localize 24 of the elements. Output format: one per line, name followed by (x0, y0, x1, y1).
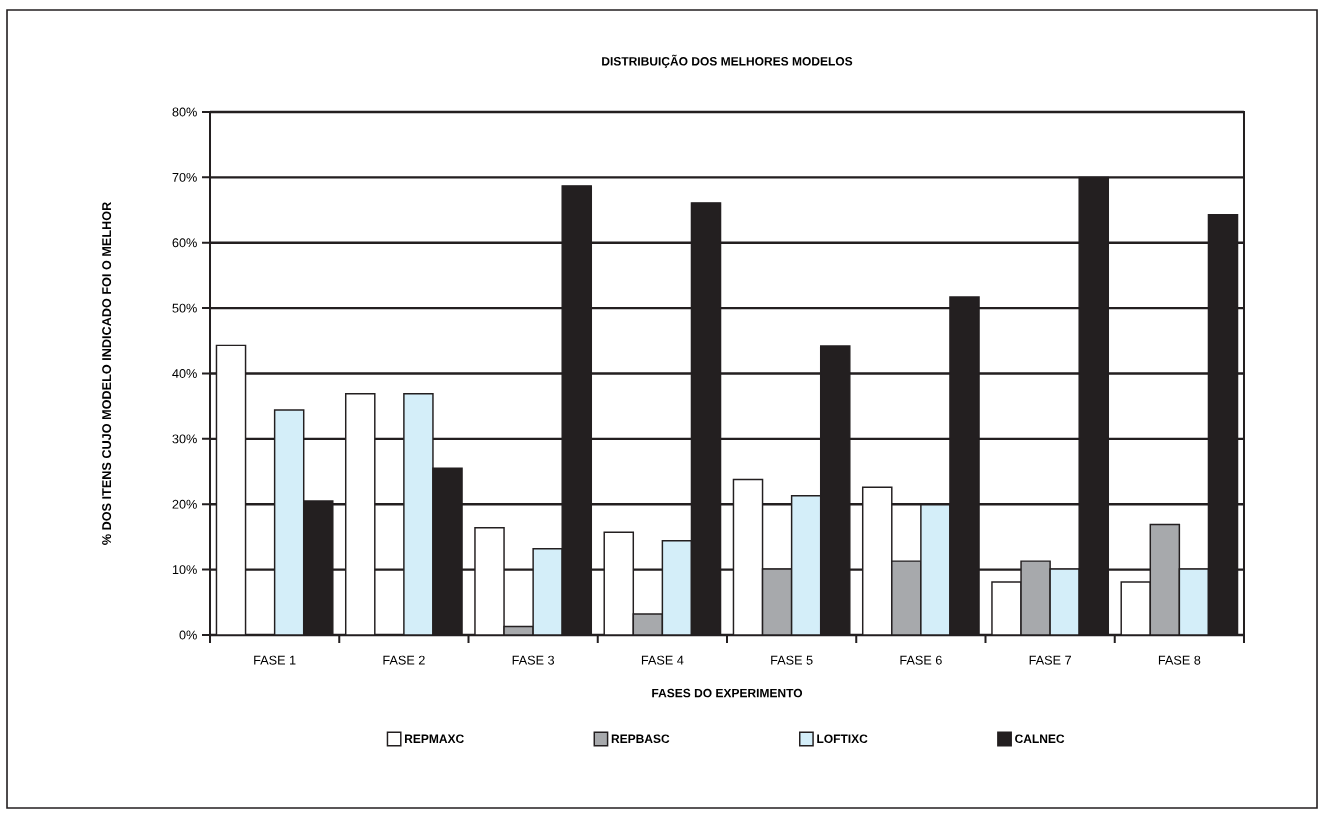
y-tick-label: 30% (172, 434, 197, 444)
legend-label: CALNEC (1015, 734, 1065, 743)
y-tick-label: 40% (172, 369, 197, 378)
y-axis-title: % DOS ITENS CUJO MODELO INDICADO FOI O MELHOR (102, 202, 112, 545)
x-tick-label: FASE 8 (1158, 655, 1201, 665)
y-tick-label: 0% (179, 630, 197, 640)
x-tick-label: FASE 6 (900, 655, 942, 665)
y-tick-label: 20% (172, 499, 197, 509)
y-tick-label: 70% (172, 172, 197, 182)
y-tick-label: 60% (172, 238, 197, 248)
x-tick-label: FASE 2 (383, 655, 425, 665)
x-tick-label: FASE 5 (771, 655, 813, 665)
x-tick-label: FASE 7 (1029, 655, 1071, 665)
chart-title: DISTRIBUIÇÃO DOS MELHORES MODELOS (602, 54, 853, 68)
x-tick-label: FASE 3 (512, 655, 555, 665)
y-tick-label: 50% (172, 303, 197, 313)
y-tick-label: 80% (172, 107, 197, 117)
y-tick-label: 10% (172, 565, 197, 575)
legend-label: REPMAXC (404, 734, 464, 743)
x-tick-label: FASE 4 (641, 655, 684, 665)
x-axis-title: FASES DO EXPERIMENTO (652, 688, 803, 698)
legend-label: REPBASC (611, 734, 670, 743)
legend-label: LOFTIXC (817, 734, 868, 743)
x-tick-label: FASE 1 (254, 655, 296, 665)
